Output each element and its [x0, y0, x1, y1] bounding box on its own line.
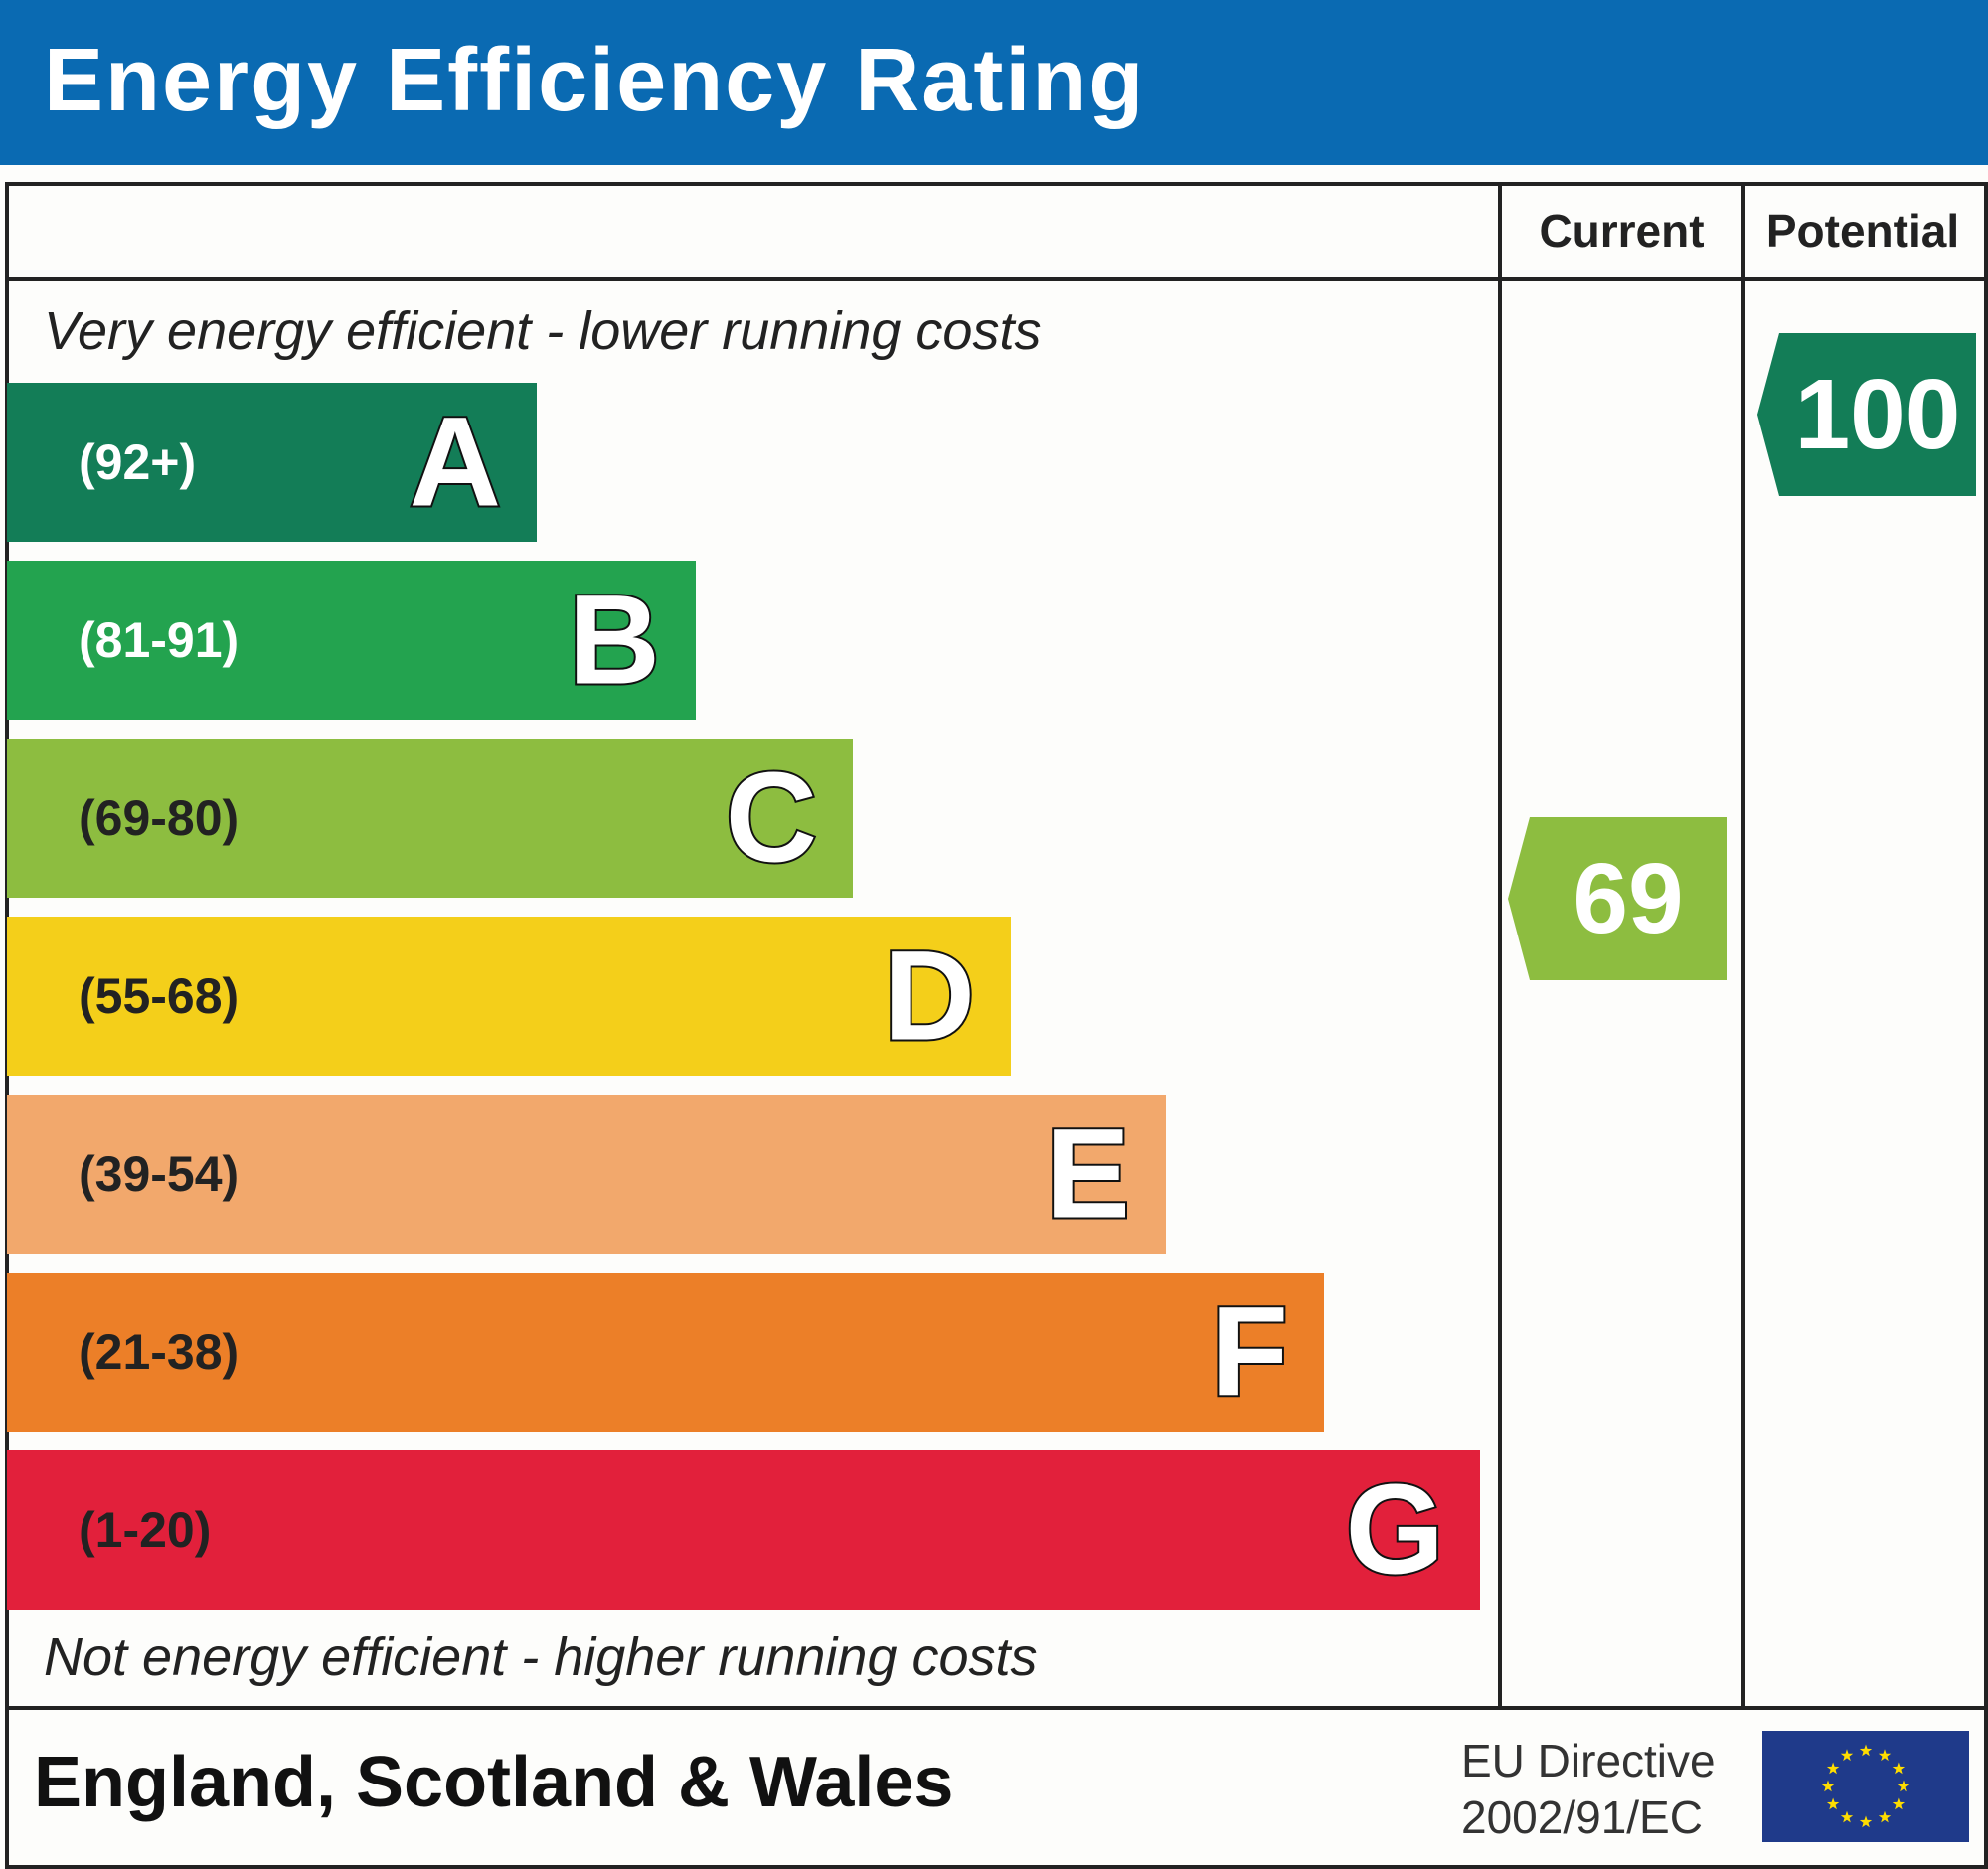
region-label: England, Scotland & Wales	[34, 1743, 954, 1822]
directive-line-2: 2002/91/EC	[1461, 1791, 1703, 1843]
band-e: (39-54) E	[7, 1095, 1166, 1254]
potential-rating-arrow: 100	[1757, 333, 1976, 496]
current-rating-arrow: 69	[1508, 817, 1727, 980]
star-icon	[1892, 1797, 1905, 1810]
star-icon	[1878, 1810, 1892, 1823]
potential-column-divider	[1741, 182, 1745, 1708]
star-icon	[1821, 1780, 1835, 1792]
directive-line-1: EU Directive	[1461, 1735, 1716, 1786]
star-icon	[1892, 1762, 1905, 1775]
potential-rating-value: 100	[1794, 358, 1961, 470]
band-range: (81-91)	[79, 612, 240, 668]
band-letter: G	[1343, 1457, 1446, 1604]
band-range: (1-20)	[79, 1502, 212, 1558]
star-icon	[1897, 1780, 1910, 1792]
current-column-header: Current	[1539, 205, 1705, 256]
header-row-divider	[5, 277, 1984, 281]
potential-column-header: Potential	[1765, 205, 1960, 256]
current-column-divider	[1498, 182, 1502, 1708]
band-range: (21-38)	[79, 1324, 240, 1380]
band-b: (81-91) B	[7, 561, 696, 720]
current-rating-value: 69	[1573, 842, 1684, 954]
eu-flag-icon	[1762, 1731, 1969, 1842]
star-icon	[1878, 1749, 1892, 1762]
star-icon	[1859, 1744, 1873, 1757]
band-g: (1-20) G	[7, 1450, 1480, 1610]
footer-divider	[5, 1706, 1984, 1710]
star-icon	[1826, 1797, 1840, 1810]
band-range: (92+)	[79, 434, 197, 490]
band-letter: C	[724, 746, 819, 892]
band-letter: A	[408, 390, 503, 536]
star-icon	[1826, 1762, 1840, 1775]
band-range: (39-54)	[79, 1146, 240, 1202]
band-letter: E	[1044, 1102, 1132, 1248]
band-d: (55-68) D	[7, 917, 1011, 1076]
star-icon	[1840, 1810, 1854, 1823]
band-c: (69-80) C	[7, 739, 853, 898]
band-range: (55-68)	[79, 968, 240, 1024]
band-letter: F	[1209, 1279, 1290, 1426]
band-letter: B	[567, 568, 662, 714]
band-f: (21-38) F	[7, 1273, 1324, 1432]
star-icon	[1859, 1815, 1873, 1828]
band-letter: D	[882, 924, 977, 1070]
band-a: (92+) A	[7, 383, 537, 542]
page-title: Energy Efficiency Rating	[44, 31, 1146, 130]
band-range: (69-80)	[79, 790, 240, 846]
header-banner: Energy Efficiency Rating	[0, 0, 1988, 165]
star-icon	[1840, 1749, 1854, 1762]
top-note: Very energy efficient - lower running co…	[44, 301, 1042, 361]
bottom-note: Not energy efficient - higher running co…	[44, 1627, 1038, 1687]
